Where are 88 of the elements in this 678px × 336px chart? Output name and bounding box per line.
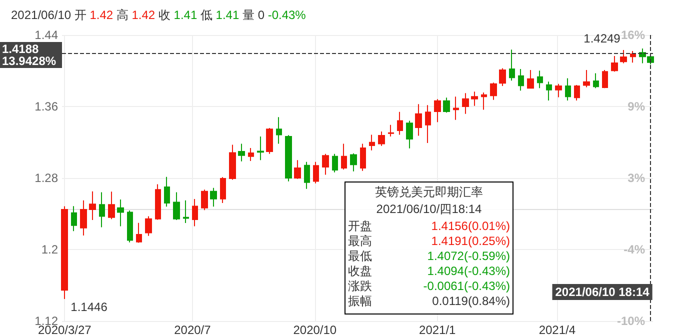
x-tick-label: 2021/1 <box>419 323 456 336</box>
x-tick-label: 2020/10 <box>293 323 337 336</box>
x-tick-label: 2020/7 <box>174 323 212 336</box>
candlestick <box>565 78 571 102</box>
candlestick <box>136 222 142 244</box>
candlestick <box>332 153 338 173</box>
y2-tick-label: -4% <box>624 242 646 257</box>
candlestick <box>499 68 506 86</box>
candlestick <box>369 134 375 151</box>
ref-line-label: 2021/06/10 18:14 <box>555 285 650 299</box>
candlestick <box>61 206 68 300</box>
candlestick <box>434 98 441 123</box>
candlestick <box>453 96 459 120</box>
chart-title: 2021/06/10 开 1.42 高 1.42 收 1.41 低 1.41 量 0 -0.43% <box>11 8 306 22</box>
candlestick <box>620 50 627 64</box>
candlestick <box>304 161 310 190</box>
candlestick <box>443 97 450 114</box>
candlestick <box>527 69 534 90</box>
candlestick <box>210 187 217 208</box>
candlestick <box>630 50 636 64</box>
text: 收盘 1.4094(-0.43%) <box>348 264 510 278</box>
candlestick <box>537 70 543 89</box>
text: 开盘 1.4156(0.01%) <box>348 219 510 233</box>
y2-tick-label: 9% <box>628 100 646 114</box>
candlestick <box>593 72 599 89</box>
y-tick-label: 1.44 <box>34 28 58 42</box>
candlestick <box>425 104 431 144</box>
candlestick <box>490 82 497 100</box>
candlestick <box>602 69 608 89</box>
candlestick <box>173 192 180 221</box>
candlestick <box>71 206 77 232</box>
candlestick <box>127 210 133 243</box>
annotation: 1.4249 <box>584 31 621 46</box>
candlestick <box>583 69 590 88</box>
candlestick <box>220 176 226 204</box>
candlestick <box>183 200 189 224</box>
y2-tick-label: -10% <box>616 314 646 328</box>
text: 振幅 0.0119(0.84%) <box>348 294 510 308</box>
candlestick <box>341 143 347 170</box>
candlestick <box>229 144 236 180</box>
candlestick <box>406 120 413 149</box>
candlestick <box>350 152 357 172</box>
candlestick <box>266 127 273 154</box>
candlestick <box>415 104 422 136</box>
y2-tick-label: 16% <box>620 28 646 42</box>
candlestick <box>201 189 208 211</box>
candlestick <box>99 192 105 228</box>
candlestick <box>481 92 487 110</box>
candlestick <box>276 116 282 144</box>
text: 最高 1.4191(0.25%) <box>348 234 510 248</box>
candlestick <box>360 143 366 172</box>
candlestick <box>108 191 115 220</box>
candlestick <box>192 198 198 227</box>
annotation: 2021/06/10/四18:14 <box>376 202 482 216</box>
candlestick <box>248 148 254 162</box>
candlestick <box>238 143 245 162</box>
candlestick <box>388 124 394 137</box>
text: 最低 1.4072(-0.59%) <box>348 249 510 263</box>
candlestick <box>509 49 515 82</box>
candlestick <box>164 176 170 208</box>
candlestick <box>546 81 552 102</box>
annotation: 英镑兑美元即期汇率 <box>375 185 483 199</box>
candlestick <box>145 216 152 236</box>
x-tick-label: 2021/4 <box>538 323 576 336</box>
candlestick <box>257 136 264 161</box>
candlestick <box>378 131 385 146</box>
candlestick <box>155 184 161 220</box>
candlestick <box>574 84 580 102</box>
candlestick <box>285 134 292 182</box>
text: 涨跌 -0.0061(-0.43%) <box>348 279 510 293</box>
candlestick <box>611 56 618 72</box>
ref-line-label: 1.4188 13.9428% <box>2 42 56 68</box>
candlestick <box>462 92 469 114</box>
candlestick <box>117 198 124 227</box>
candlestick <box>80 200 87 236</box>
y-tick-label: 1.2 <box>41 242 58 256</box>
candlestick <box>555 83 562 98</box>
candlestick <box>294 160 301 180</box>
candlestick <box>518 68 524 92</box>
y-tick-label: 1.28 <box>34 171 58 185</box>
candlestick <box>89 190 96 221</box>
y2-tick-label: 3% <box>628 171 646 185</box>
candlestick <box>322 153 329 176</box>
candlestick <box>397 111 403 136</box>
annotation: 1.1446 <box>70 300 108 314</box>
y-tick-label: 1.36 <box>34 100 58 114</box>
candlestick <box>313 161 319 184</box>
candlestick <box>471 91 478 106</box>
